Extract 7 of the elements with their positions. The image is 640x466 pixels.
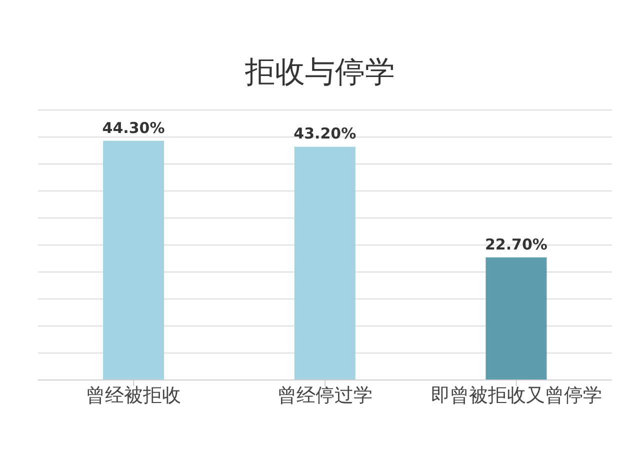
x-tick-label: 曾经被拒收 — [86, 384, 182, 406]
data-label: 44.30% — [102, 118, 165, 137]
data-label: 43.20% — [294, 124, 356, 143]
x-tick-label: 曾经停过学 — [278, 384, 372, 406]
data-label: 22.70% — [484, 235, 548, 254]
x-tick-label: 即曾被拒收又曾停学 — [430, 384, 602, 406]
chart-title: 拒收与停学 — [244, 54, 396, 92]
